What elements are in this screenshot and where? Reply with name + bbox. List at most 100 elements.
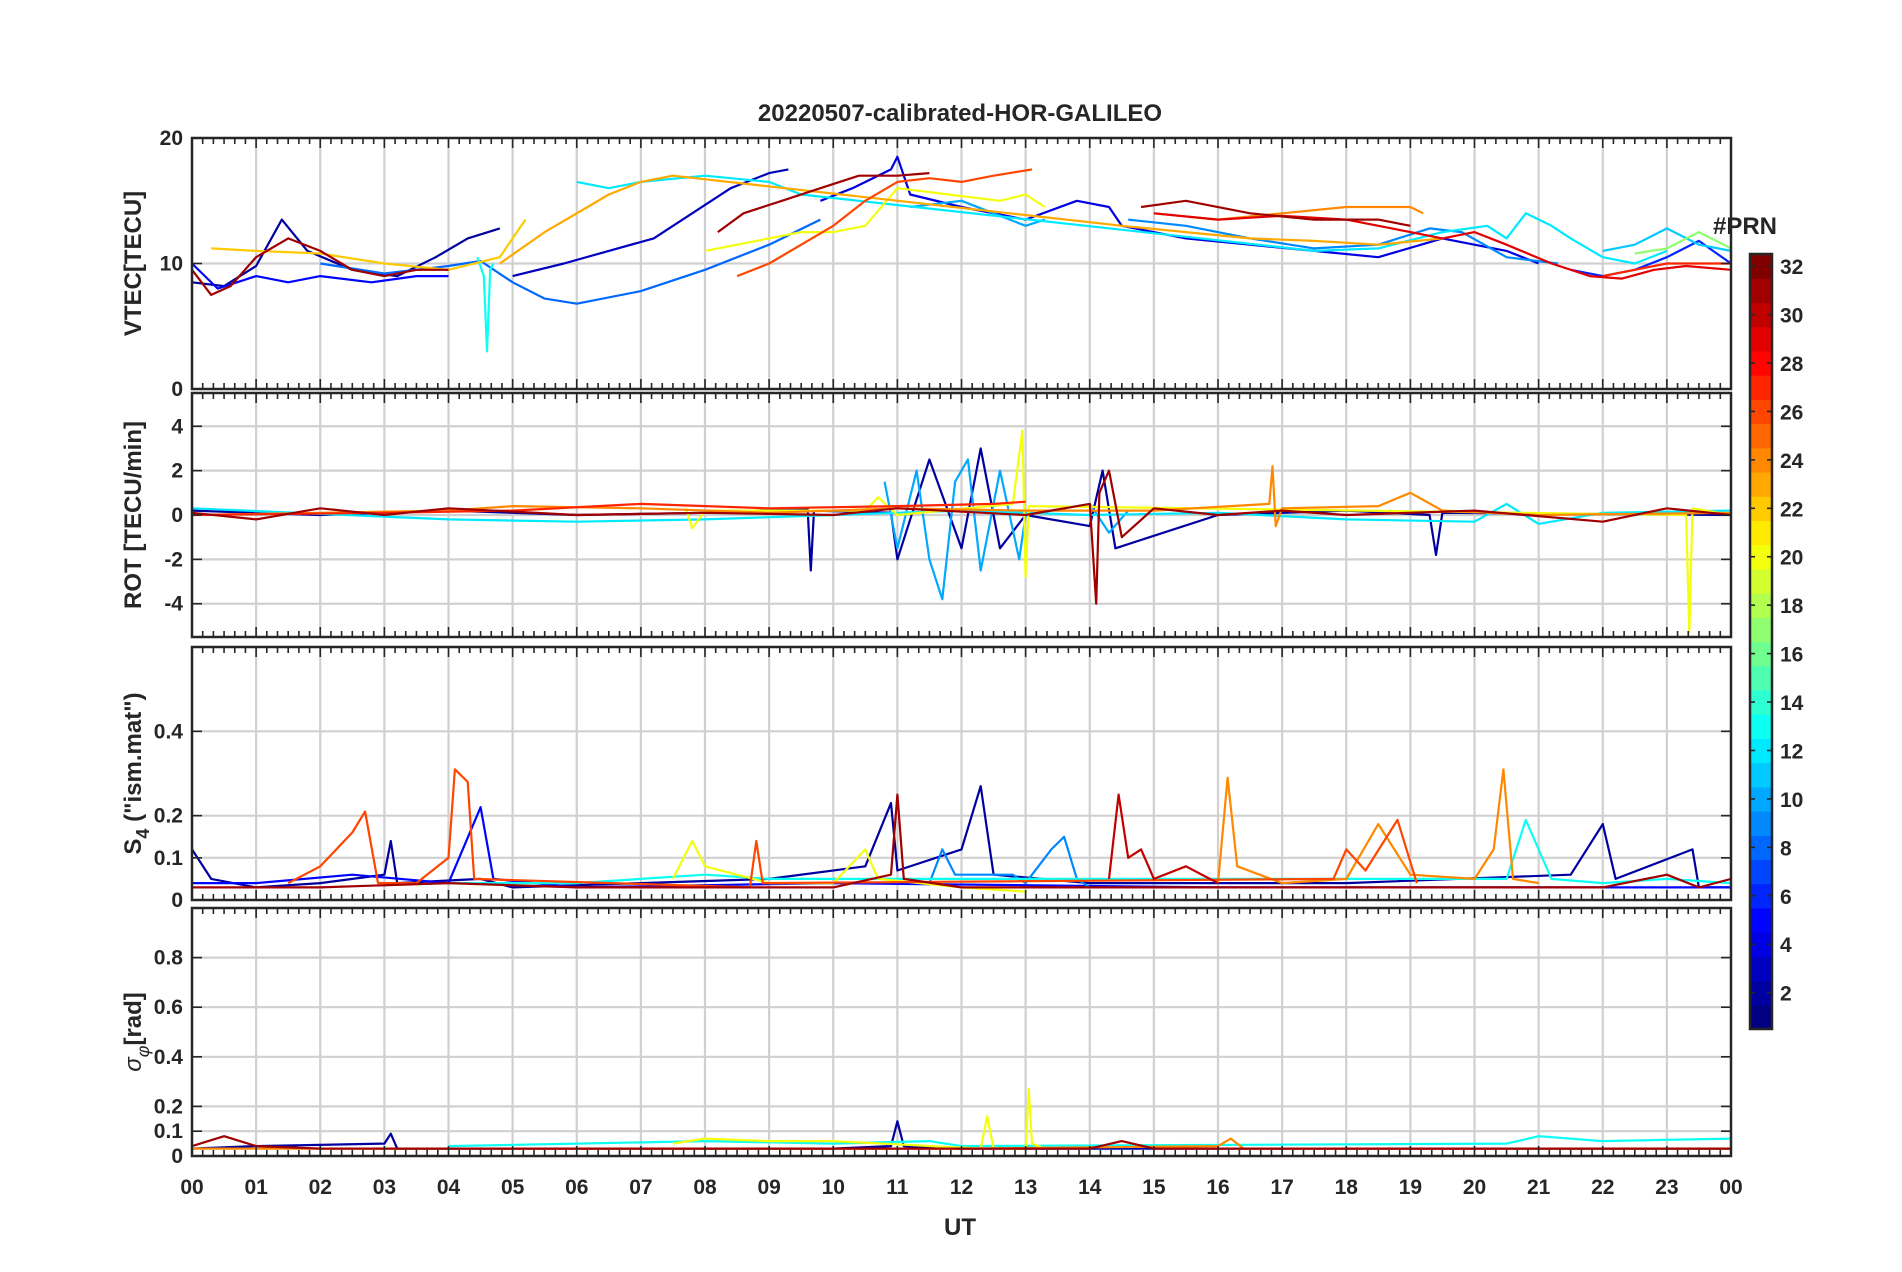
colorbar-tick-label: 16 (1780, 644, 1803, 667)
chart-title: 20220507-calibrated-HOR-GALILEO (758, 100, 1162, 127)
panel-frame (190, 645, 1733, 902)
colorbar-tick-label: 24 (1780, 450, 1804, 473)
x-axis-label: UT (944, 1214, 976, 1241)
x-tick-label: 00 (180, 1176, 203, 1199)
colorbar-tick-label: 8 (1780, 837, 1792, 860)
colorbar-segment (1750, 835, 1772, 861)
series-prn-31 (1140, 199, 1411, 227)
y-tick-label: 0.6 (154, 996, 183, 1019)
panel-vtec: 0 10 20 VTEC[TECU] (120, 127, 1733, 401)
y-label-rest: ("ism.mat") (120, 692, 147, 828)
x-tick-label: 16 (1206, 1176, 1229, 1199)
series-prn-31 (192, 793, 1731, 889)
y-label-base: σ (120, 1056, 147, 1072)
colorbar-tick-label: 10 (1780, 789, 1803, 812)
x-axis: 00 01 02 03 04 05 06 07 08 09 10 11 12 13 14 15 16 17 18 19… (180, 1176, 1742, 1199)
colorbar-segment (1750, 568, 1772, 594)
y-tick-label: 0 (171, 504, 183, 527)
colorbar-segment (1750, 544, 1772, 570)
colorbar-segment (1750, 883, 1772, 909)
colorbar-segment (1750, 423, 1772, 449)
x-tick-label: 11 (886, 1176, 909, 1199)
x-tick-label: 08 (693, 1176, 717, 1199)
panel-s4: 0 0.1 0.2 0.4 S4 ("ism.mat") (120, 645, 1733, 912)
x-tick-label: 13 (1014, 1176, 1037, 1199)
colorbar-segment (1750, 665, 1772, 691)
colorbar-segment (1750, 907, 1772, 933)
x-tick-label: 07 (629, 1176, 652, 1199)
y-tick-label: 20 (160, 127, 183, 150)
x-tick-label: 02 (309, 1176, 332, 1199)
y-tick-label: 0.2 (154, 1095, 183, 1118)
colorbar-tick-label: 12 (1780, 740, 1803, 763)
colorbar-tick-label: 30 (1780, 305, 1803, 328)
colorbar-segment (1750, 1004, 1772, 1030)
series-prn-30 (1107, 793, 1219, 885)
colorbar-segment (1750, 302, 1772, 328)
y-tick-label: 4 (171, 415, 183, 438)
y-axis-label: S4 ("ism.mat") (120, 692, 153, 854)
colorbar-segment (1750, 956, 1772, 982)
colorbar-tick-label: 14 (1780, 692, 1804, 715)
y-tick-label: 2 (171, 460, 183, 483)
panel-frame (190, 391, 1733, 639)
series-prn-13 (448, 1135, 1731, 1148)
x-tick-label: 12 (950, 1176, 973, 1199)
colorbar-segment (1750, 399, 1772, 425)
colorbar-segment (1750, 447, 1772, 473)
series-prn-20 (684, 429, 1731, 634)
y-label-base: S (120, 839, 147, 855)
series-prn-20 (672, 1087, 1046, 1150)
colorbar-segment (1750, 786, 1772, 812)
series-prn-2 (192, 785, 1731, 889)
x-tick-label: 05 (501, 1176, 525, 1199)
colorbar-tick-label: 22 (1780, 498, 1803, 521)
y-label-subscript: 4 (133, 829, 153, 839)
colorbar-segment (1750, 738, 1772, 764)
series-prn-31 (192, 237, 449, 296)
colorbar-segment (1750, 811, 1772, 836)
y-tick-label: 0.2 (154, 805, 183, 828)
x-tick-label: 14 (1078, 1176, 1102, 1199)
series-prn-23 (499, 174, 1443, 265)
y-tick-label: 0.1 (154, 847, 184, 870)
x-tick-label: 15 (1142, 1176, 1166, 1199)
x-tick-label: 03 (373, 1176, 396, 1199)
colorbar-segment (1750, 593, 1772, 618)
colorbar-segment (1750, 520, 1772, 546)
y-tick-label: 0.1 (154, 1120, 184, 1143)
series-prn-10 (910, 199, 1046, 227)
panel-rot: -4 -2 0 2 4 ROT [TECU/min] (120, 391, 1733, 639)
panel-frame (190, 136, 1733, 391)
colorbar-segment (1750, 496, 1772, 522)
colorbar-segment (1750, 689, 1772, 715)
series-prn-13 (476, 256, 495, 353)
panel-frame (190, 906, 1733, 1158)
x-tick-label: 01 (244, 1176, 268, 1199)
x-tick-label: 23 (1655, 1176, 1678, 1199)
colorbar-frame (1748, 252, 1774, 1031)
y-tick-label: 0.4 (154, 720, 184, 743)
panel-sigma-phi: 00.10.2 0.4 0.6 0.8 σφ[rad] (120, 906, 1733, 1168)
series-prn-17 (1634, 231, 1731, 255)
colorbar-segment (1750, 254, 1772, 279)
colorbar-tick-label: 2 (1780, 983, 1792, 1006)
y-tick-label: 10 (160, 253, 183, 276)
colorbar-segment (1750, 714, 1772, 739)
y-tick-label: 0 (171, 1145, 183, 1168)
series-prn-20 (704, 187, 1046, 252)
colorbar-segment (1750, 980, 1772, 1006)
colorbar-segment (1750, 859, 1772, 885)
colorbar-segment (1750, 350, 1772, 376)
colorbar-tick-label: 6 (1780, 886, 1792, 909)
series-prn-24 (192, 465, 1731, 528)
series-prn-13 (448, 818, 1731, 885)
colorbar-segment (1750, 932, 1772, 957)
series-prn-31 (717, 172, 930, 233)
series-prn-27 (1602, 262, 1731, 278)
series-prn-24 (1216, 768, 1539, 885)
x-tick-label: 06 (565, 1176, 588, 1199)
colorbar-segment (1750, 617, 1772, 643)
colorbar-tick-label: 26 (1780, 401, 1803, 424)
